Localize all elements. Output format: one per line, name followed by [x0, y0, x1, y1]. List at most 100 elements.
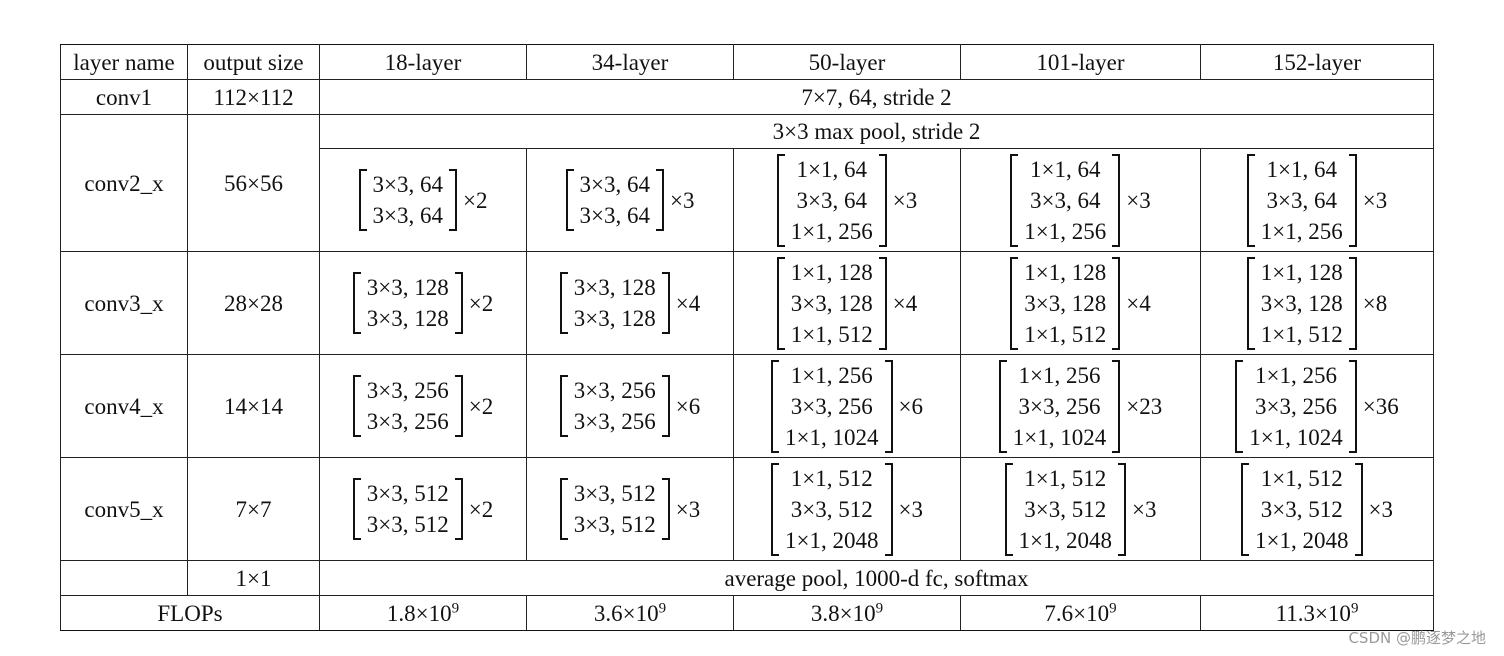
flops-cell: 3.6×109	[526, 595, 734, 631]
block-cell: 1×1, 256 3×3, 256 1×1, 1024 ×6	[733, 354, 961, 458]
bracketed-block: 1×1, 256 3×3, 256 1×1, 1024 ×36	[1235, 359, 1399, 453]
block-line: 1×1, 256	[790, 362, 873, 388]
block-line: 3×3, 256	[1255, 393, 1337, 419]
block-line: 3×3, 128	[1024, 290, 1107, 316]
block-line: 1×1, 256	[1024, 218, 1107, 244]
stage-row: conv4_x 14×14 3×3, 256 3×3, 256 ×2 3×3, 256 3×…	[60, 354, 1434, 458]
block-matrix: 3×3, 128 3×3, 128	[352, 272, 463, 334]
bracketed-block: 1×1, 128 3×3, 128 1×1, 512 ×8	[1246, 256, 1388, 350]
block-matrix: 1×1, 64 3×3, 64 1×1, 256	[776, 153, 887, 247]
block-matrix: 1×1, 128 3×3, 128 1×1, 512	[776, 256, 887, 350]
bracketed-block: 1×1, 128 3×3, 128 1×1, 512 ×4	[1010, 256, 1151, 350]
block-cell: 1×1, 128 3×3, 128 1×1, 512 ×4	[733, 251, 961, 355]
block-cell: 1×1, 256 3×3, 256 1×1, 1024 ×23	[960, 354, 1201, 458]
bracketed-block: 1×1, 256 3×3, 256 1×1, 1024 ×6	[771, 359, 923, 453]
block-line: 1×1, 512	[1024, 321, 1107, 347]
flops-mantissa: 3.6×10	[593, 600, 659, 626]
block-line: 3×3, 256	[1018, 393, 1101, 419]
block-line: 3×3, 512	[573, 512, 656, 537]
block-line: 1×1, 512	[1260, 321, 1343, 347]
block-line: 3×3, 128	[1260, 290, 1343, 316]
block-line: 3×3, 128	[573, 275, 656, 300]
block-cell: 1×1, 512 3×3, 512 1×1, 2048 ×3	[733, 457, 961, 561]
bracketed-block: 1×1, 256 3×3, 256 1×1, 1024 ×23	[998, 359, 1163, 453]
layer-name-cell: conv1	[60, 79, 188, 115]
layer-name-cell: conv2_x	[60, 114, 188, 252]
block-cell: 3×3, 64 3×3, 64 ×2	[319, 148, 527, 252]
max-pool-cell: 3×3 max pool, stride 2	[319, 114, 1434, 149]
bracketed-block: 3×3, 64 3×3, 64 ×2	[358, 169, 487, 231]
block-line: 1×1, 128	[1260, 259, 1343, 285]
block-multiplier: ×6	[898, 393, 923, 419]
block-line: 3×3, 256	[573, 409, 656, 434]
block-line: 1×1, 512	[1260, 465, 1343, 491]
block-multiplier: ×3	[670, 187, 695, 213]
block-cell: 1×1, 512 3×3, 512 1×1, 2048 ×3	[1200, 457, 1434, 561]
block-matrix: 1×1, 256 3×3, 256 1×1, 1024	[1235, 359, 1358, 453]
block-line: 3×3, 512	[366, 512, 449, 537]
layer-name-cell	[60, 560, 188, 596]
block-cell: 3×3, 128 3×3, 128 ×2	[319, 251, 527, 355]
block-cell: 3×3, 512 3×3, 512 ×2	[319, 457, 527, 561]
output-size-cell: 14×14	[187, 354, 320, 458]
block-line: 1×1, 1024	[1249, 424, 1343, 450]
block-multiplier: ×2	[468, 496, 494, 522]
block-multiplier: ×36	[1362, 393, 1399, 419]
block-multiplier: ×4	[675, 290, 701, 316]
block-line: 3×3, 256	[573, 378, 656, 403]
output-size-cell: 1×1	[187, 560, 320, 596]
block-line: 3×3, 128	[366, 275, 449, 300]
block-matrix: 3×3, 256 3×3, 256	[352, 375, 463, 437]
block-line: 3×3, 256	[366, 409, 449, 434]
block-line: 1×1, 2048	[1018, 527, 1112, 553]
block-multiplier: ×8	[1362, 290, 1388, 316]
bracketed-block: 1×1, 512 3×3, 512 1×1, 2048 ×3	[771, 462, 923, 556]
header-cell: 18-layer	[319, 44, 527, 80]
block-line: 1×1, 256	[790, 218, 873, 244]
flops-exponent: 9	[658, 599, 667, 616]
flops-row: FLOPs 1.8×109 3.6×109 3.8×109 7.6×109 11…	[60, 595, 1434, 631]
block-multiplier: ×23	[1126, 393, 1163, 419]
block-line: 3×3, 512	[1024, 496, 1107, 522]
block-line: 3×3, 64	[372, 172, 443, 197]
block-multiplier: ×6	[675, 393, 701, 419]
block-matrix: 1×1, 64 3×3, 64 1×1, 256	[1246, 153, 1357, 247]
block-line: 3×3, 512	[366, 481, 449, 506]
header-cell: output size	[187, 44, 320, 80]
block-matrix: 1×1, 256 3×3, 256 1×1, 1024	[771, 359, 893, 453]
block-line: 3×3, 128	[366, 306, 449, 331]
block-cell: 3×3, 256 3×3, 256 ×2	[319, 354, 527, 458]
block-multiplier: ×4	[892, 290, 918, 316]
bracketed-block: 3×3, 512 3×3, 512 ×3	[559, 478, 701, 540]
block-multiplier: ×4	[1126, 290, 1151, 316]
block-line: 3×3, 128	[790, 290, 873, 316]
block-multiplier: ×2	[468, 393, 494, 419]
header-cell: layer name	[60, 44, 188, 80]
block-matrix: 1×1, 64 3×3, 64 1×1, 256	[1010, 153, 1121, 247]
block-line: 1×1, 64	[1030, 156, 1101, 182]
block-matrix: 1×1, 512 3×3, 512 1×1, 2048	[771, 462, 893, 556]
block-matrix: 3×3, 256 3×3, 256	[559, 375, 670, 437]
flops-mantissa: 7.6×10	[1044, 600, 1110, 626]
block-line: 3×3, 64	[372, 203, 443, 228]
layer-name-cell: conv5_x	[60, 457, 188, 561]
bracketed-block: 3×3, 128 3×3, 128 ×2	[352, 272, 493, 334]
block-cell: 3×3, 64 3×3, 64 ×3	[526, 148, 734, 252]
flops-mantissa: 1.8×10	[386, 600, 452, 626]
block-line: 1×1, 64	[1266, 156, 1337, 182]
block-line: 1×1, 2048	[1255, 527, 1349, 553]
block-line: 1×1, 512	[1024, 465, 1107, 491]
block-matrix: 1×1, 256 3×3, 256 1×1, 1024	[998, 359, 1121, 453]
flops-mantissa: 3.8×10	[810, 600, 876, 626]
block-multiplier: ×3	[675, 496, 701, 522]
block-matrix: 3×3, 512 3×3, 512	[352, 478, 463, 540]
block-cell: 1×1, 128 3×3, 128 1×1, 512 ×4	[960, 251, 1201, 355]
bracketed-block: 3×3, 64 3×3, 64 ×3	[565, 169, 695, 231]
bracketed-block: 3×3, 512 3×3, 512 ×2	[352, 478, 494, 540]
block-line: 3×3, 512	[573, 481, 656, 506]
stage-row: 3×3, 64 3×3, 64 ×2 3×3, 64 3×3, 64 ×3 1×1, 64 3…	[61, 148, 1434, 252]
layer-name-cell: conv3_x	[60, 251, 188, 355]
block-line: 3×3, 128	[573, 306, 656, 331]
block-matrix: 3×3, 128 3×3, 128	[559, 272, 670, 334]
stage-row: conv5_x 7×7 3×3, 512 3×3, 512 ×2 3×3, 512 3×3,…	[60, 457, 1434, 561]
